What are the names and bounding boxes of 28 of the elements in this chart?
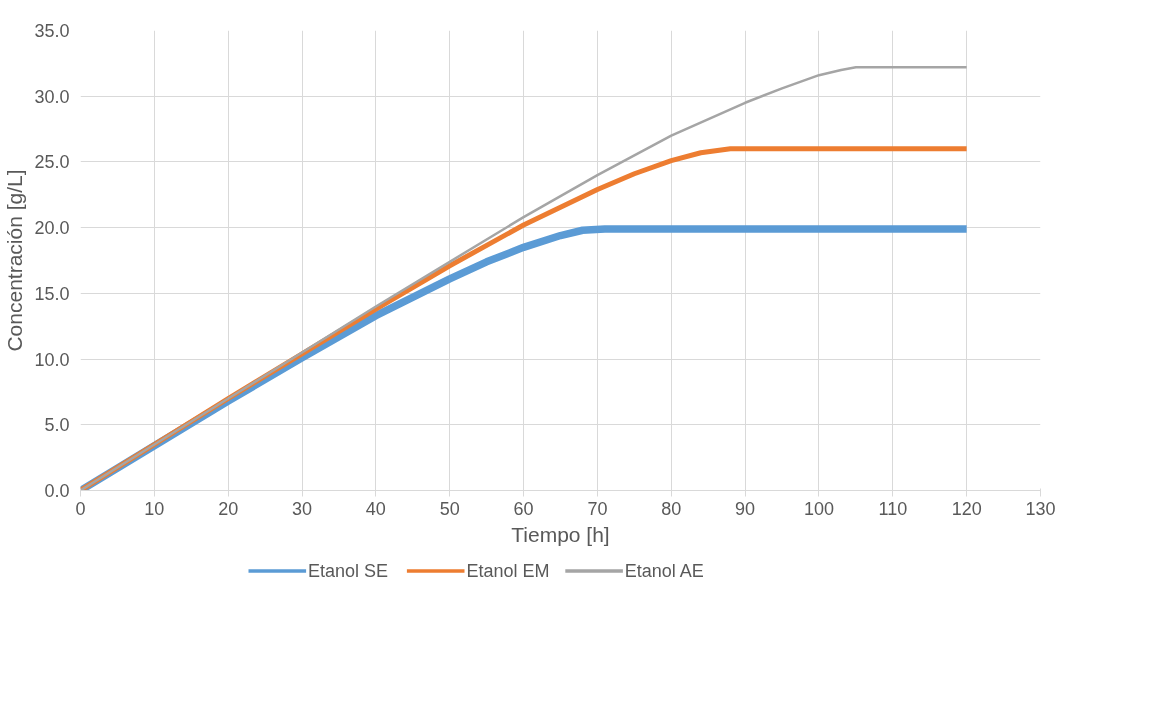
- x-tick-label: 90: [735, 498, 756, 519]
- legend-label: Etanol AE: [624, 561, 704, 581]
- y-axis-title: Concentración [g/L]: [3, 169, 27, 352]
- legend-label: Etanol EM: [466, 561, 550, 581]
- y-tick-label: 15.0: [34, 283, 70, 304]
- line-series: [80, 66, 968, 491]
- x-tick-label: 130: [1025, 498, 1056, 519]
- y-tick-label: 10.0: [34, 349, 70, 370]
- x-tick-label: 0: [75, 498, 86, 519]
- x-tick-label: 110: [878, 498, 908, 519]
- x-axis-title: Tiempo [h]: [511, 522, 610, 546]
- y-tick-label: 30.0: [34, 86, 70, 107]
- x-tick-label: 40: [365, 498, 386, 519]
- y-tick-label: 20.0: [34, 218, 70, 239]
- y-tick-label: 0.0: [44, 481, 70, 501]
- x-tick-label: 10: [144, 498, 165, 519]
- x-tick-label: 50: [439, 498, 460, 519]
- x-tick-label: 120: [951, 498, 982, 519]
- x-tick-label: 30: [292, 498, 313, 519]
- legend-label: Etanol SE: [308, 561, 389, 581]
- y-tick-label: 35.0: [34, 21, 70, 41]
- x-tick-label: 60: [513, 498, 534, 519]
- x-tick-label: 70: [587, 498, 608, 519]
- y-tick-label: 25.0: [34, 152, 70, 173]
- x-tick-label: 100: [803, 498, 834, 519]
- x-tick-label: 80: [661, 498, 682, 519]
- y-tick-label: 5.0: [44, 415, 70, 436]
- x-tick-label: 20: [218, 498, 239, 519]
